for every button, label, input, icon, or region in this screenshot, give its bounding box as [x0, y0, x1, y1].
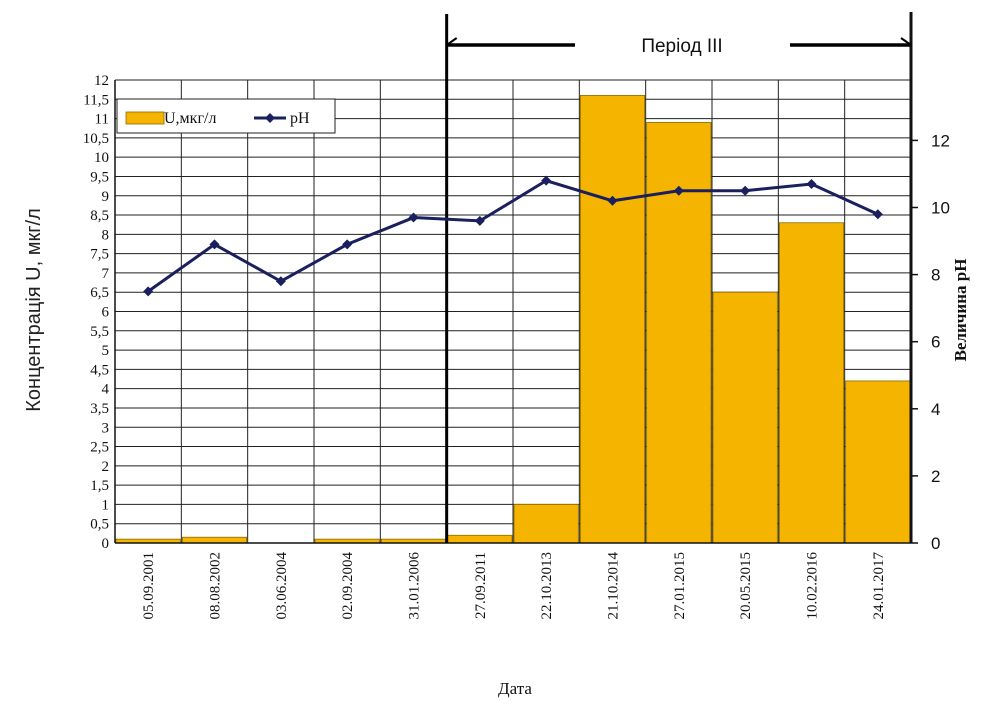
x-tick-label: 24.01.2017	[871, 552, 887, 620]
y2-tick-label: 10	[931, 198, 950, 217]
y-tick-label: 6	[102, 305, 110, 321]
y2-tick-label: 8	[931, 266, 940, 285]
bar-24.01.2017	[845, 380, 911, 544]
ph-point-22.10.2013	[541, 175, 552, 186]
ph-point-21.10.2014	[607, 195, 618, 206]
ph-point-02.09.2004	[342, 239, 353, 250]
y-tick-label: 4	[102, 382, 110, 398]
x-tick-label: 20.05.2015	[738, 552, 754, 620]
y-tick-label: 2,5	[90, 440, 109, 456]
y2-tick-label: 12	[931, 131, 950, 150]
bar-20.05.2015	[712, 291, 778, 544]
x-tick-label: 27.09.2011	[473, 552, 489, 619]
ph-point-05.09.2001	[143, 286, 154, 297]
x-tick-label: 31.01.2006	[407, 552, 423, 620]
chart-axes	[114, 12, 918, 544]
period-arrow	[900, 37, 912, 46]
bar-22.10.2013	[513, 504, 579, 544]
bar-08.08.2002	[181, 536, 248, 544]
bar-27.09.2011	[447, 534, 513, 544]
x-tick-label: 10.02.2016	[805, 552, 821, 620]
ph-line	[143, 175, 883, 297]
y-tick-label: 8	[102, 227, 110, 243]
legend: U,мкг/л pH	[116, 98, 336, 134]
y2-tick-label: 0	[931, 534, 940, 553]
period-arrow	[446, 37, 458, 46]
y2-axis-title: Величина pH	[951, 259, 970, 362]
y-tick-label: 10	[94, 150, 109, 166]
y-tick-label: 12	[94, 73, 109, 89]
period-marker: Період III	[445, 14, 912, 543]
x-tick-label: 03.06.2004	[274, 552, 290, 620]
legend-label-line: pH	[290, 110, 310, 127]
ph-point-03.06.2004	[275, 276, 286, 287]
ph-point-20.05.2015	[740, 185, 751, 196]
y-tick-label: 11,5	[83, 92, 109, 108]
y-tick-label: 9	[102, 189, 110, 205]
legend-label-bars: U,мкг/л	[164, 110, 216, 127]
y-tick-label: 1	[102, 497, 110, 513]
y-tick-label: 7,5	[90, 247, 109, 263]
legend-swatch-marker	[265, 113, 275, 123]
x-tick-label: 22.10.2013	[539, 552, 555, 620]
bar-10.02.2016	[778, 222, 845, 544]
y-axis-title: Концентрація U, мкг/л	[23, 208, 45, 412]
y-tick-label: 10,5	[83, 131, 109, 147]
y2-tick-label: 6	[931, 333, 940, 352]
x-tick-label: 08.08.2002	[208, 552, 224, 620]
bar-27.01.2015	[646, 122, 712, 544]
y-tick-label: 3	[102, 420, 110, 436]
legend-swatch-bars	[125, 111, 165, 125]
y-tick-label: 0	[102, 536, 110, 552]
y-tick-label: 11	[95, 112, 109, 128]
ph-point-27.01.2015	[673, 185, 684, 196]
ph-point-24.01.2017	[872, 209, 883, 220]
y-tick-label: 6,5	[90, 285, 109, 301]
y-tick-label: 1,5	[90, 478, 109, 494]
y-tick-label: 3,5	[90, 401, 109, 417]
bar-21.10.2014	[579, 95, 646, 544]
y-tick-label: 5	[102, 343, 110, 359]
x-tick-label: 02.09.2004	[340, 552, 356, 620]
ph-point-08.08.2002	[209, 239, 220, 250]
y-tick-label: 0,5	[90, 517, 109, 533]
ph-line-path	[147, 179, 879, 293]
ph-point-27.09.2011	[474, 215, 485, 226]
tick-labels: 00,511,522,533,544,555,566,577,588,599,5…	[83, 73, 950, 620]
y-tick-label: 8,5	[90, 208, 109, 224]
x-axis-title: Дата	[498, 679, 532, 698]
x-tick-label: 05.09.2001	[141, 552, 157, 620]
x-tick-label: 27.01.2015	[672, 552, 688, 620]
y-tick-label: 7	[102, 266, 110, 282]
y-tick-label: 2	[102, 459, 110, 475]
period-label: Період III	[641, 36, 722, 57]
y-tick-label: 9,5	[90, 169, 109, 185]
y-tick-label: 5,5	[90, 324, 109, 340]
y2-tick-label: 4	[931, 400, 940, 419]
ph-point-10.02.2016	[806, 179, 817, 190]
ph-point-31.01.2006	[408, 212, 419, 223]
y2-tick-label: 2	[931, 467, 940, 486]
y-tick-label: 4,5	[90, 362, 109, 378]
x-tick-label: 21.10.2014	[606, 552, 622, 620]
